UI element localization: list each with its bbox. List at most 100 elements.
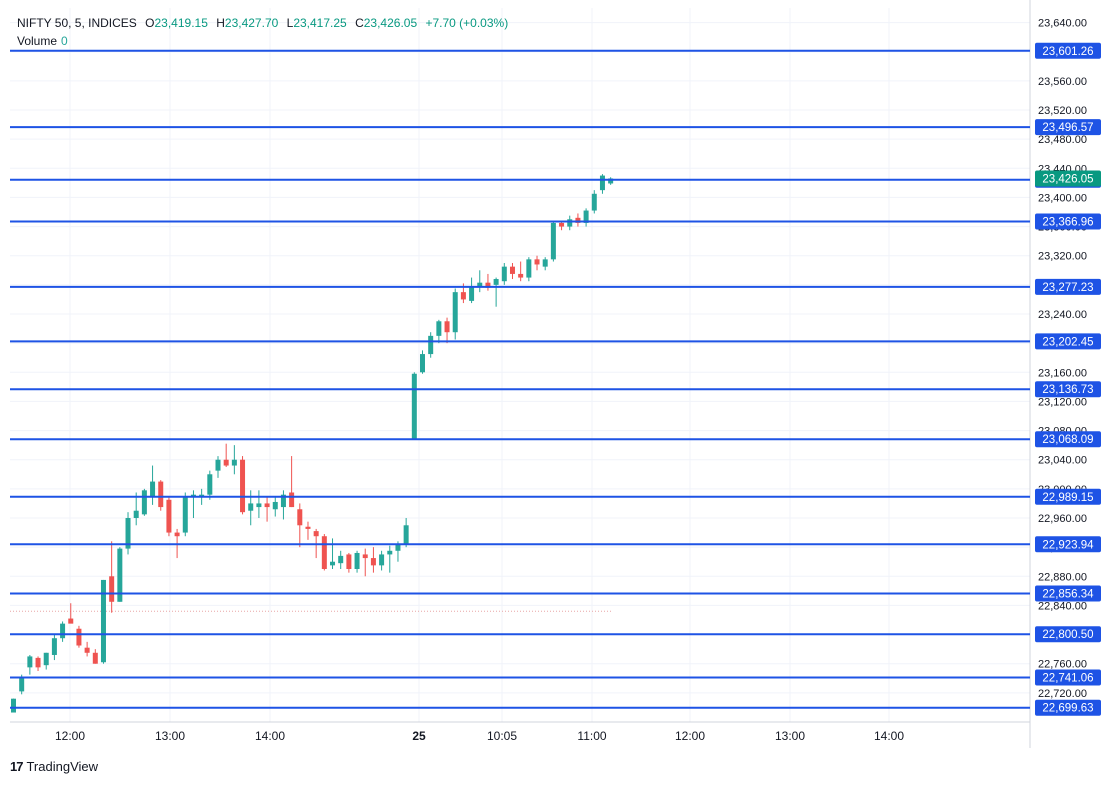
price-tick-label: 22,960.00 <box>1038 513 1087 525</box>
level-price-tag <box>1035 699 1101 716</box>
candle-down <box>92 652 98 664</box>
candle-up <box>387 550 393 555</box>
last-price-tag <box>1035 170 1101 187</box>
candle-up <box>125 518 131 549</box>
candle-up <box>256 503 262 508</box>
brand-name: TradingView <box>26 759 99 774</box>
candle-up <box>133 510 139 518</box>
candle-up <box>493 279 499 285</box>
level-price-tag <box>1035 333 1101 350</box>
level-price-tag <box>1035 536 1101 553</box>
candle-up <box>583 210 589 223</box>
level-price-label: 23,068.09 <box>1042 434 1093 446</box>
open-value: 23,419.15 <box>154 16 208 30</box>
time-tick-label: 13:00 <box>775 729 805 743</box>
candle-down <box>509 266 515 274</box>
price-tick-label: 23,160.00 <box>1038 367 1087 379</box>
candle-down <box>346 554 352 569</box>
candle-up <box>501 266 507 282</box>
ohlc-open: O23,419.15 <box>145 16 208 30</box>
candle-up <box>436 321 442 336</box>
close-label: C <box>355 16 364 30</box>
candle-up <box>542 259 548 267</box>
change-value: +7.70 (+0.03%) <box>425 16 509 30</box>
candle-down <box>158 481 164 508</box>
low-label: L <box>286 16 294 30</box>
candle-up <box>207 474 213 495</box>
ohlc-close: C23,426.05 <box>355 16 417 30</box>
close-value: 23,426.05 <box>363 16 418 30</box>
open-label: O <box>145 16 155 30</box>
candle-up <box>141 490 147 515</box>
high-value: 23,427.70 <box>224 16 279 30</box>
candle-up <box>411 373 417 440</box>
time-tick-label: 10:05 <box>487 729 517 743</box>
candle-down <box>289 492 295 508</box>
time-tick-label: 12:00 <box>55 729 85 743</box>
candle-up <box>272 501 278 510</box>
candle-up <box>420 354 425 373</box>
candle-down <box>559 222 565 227</box>
level-price-label: 23,202.45 <box>1042 336 1093 348</box>
candle-down <box>76 628 82 646</box>
candle-down <box>305 526 311 529</box>
candle-down <box>174 532 180 537</box>
volume-label: Volume <box>17 34 58 48</box>
price-tick-label: 22,880.00 <box>1038 571 1087 583</box>
level-price-label: 23,277.23 <box>1042 282 1093 294</box>
price-tick-label: 23,400.00 <box>1038 192 1087 204</box>
price-tick-label: 22,840.00 <box>1038 600 1087 612</box>
time-tick-label: 13:00 <box>155 729 185 743</box>
candle-down <box>444 321 450 333</box>
volume-value: 0 <box>61 34 68 48</box>
price-tick-label: 23,240.00 <box>1038 309 1087 321</box>
candle-up <box>11 698 16 713</box>
candle-up <box>248 503 254 511</box>
candle-down <box>321 536 327 569</box>
high-label: H <box>216 16 225 30</box>
level-price-label: 22,856.34 <box>1042 589 1094 601</box>
tradingview-logo-icon: 17 <box>10 759 24 774</box>
candle-up <box>591 193 597 211</box>
level-price-tag <box>1035 119 1101 136</box>
candle-down <box>264 503 270 508</box>
price-tick-label: 23,640.00 <box>1038 18 1087 30</box>
tradingview-brand[interactable]: 17 TradingView <box>10 759 98 774</box>
candle-up <box>379 554 385 566</box>
candle-up <box>182 496 188 533</box>
level-price-label: 23,136.73 <box>1042 384 1093 396</box>
candle-down <box>223 459 229 466</box>
time-tick-label: 14:00 <box>255 729 285 743</box>
candle-down <box>84 647 90 653</box>
level-price-tag <box>1035 585 1101 602</box>
candle-down <box>35 657 41 668</box>
level-price-tag <box>1035 488 1101 505</box>
candle-down <box>109 576 115 602</box>
time-tick-label: 25 <box>412 729 426 743</box>
candle-down <box>68 618 74 624</box>
level-price-label: 22,800.50 <box>1042 629 1093 641</box>
level-price-tag <box>1035 213 1101 230</box>
candle-down <box>518 273 524 278</box>
symbol-name[interactable]: NIFTY 50, 5, INDICES <box>17 16 137 30</box>
time-tick-label: 12:00 <box>675 729 705 743</box>
last-price-label: 23,426.05 <box>1042 173 1093 185</box>
ohlc-low: L23,417.25 <box>287 16 347 30</box>
candle-up <box>395 543 401 551</box>
candle-up <box>550 222 556 260</box>
candle-up <box>27 656 33 668</box>
volume-legend: Volume 0 <box>17 34 68 48</box>
candle-down <box>370 558 376 566</box>
price-tick-label: 23,560.00 <box>1038 76 1087 88</box>
candle-up <box>526 259 532 278</box>
level-price-label: 23,601.26 <box>1042 46 1093 58</box>
candle-up <box>60 623 66 639</box>
price-tick-label: 22,720.00 <box>1038 688 1087 700</box>
candle-up <box>117 548 123 602</box>
level-price-tag <box>1035 381 1101 398</box>
level-price-tag <box>1035 669 1101 686</box>
candle-up <box>199 494 205 497</box>
symbol-legend: NIFTY 50, 5, INDICES O23,419.15 H23,427.… <box>17 16 513 30</box>
